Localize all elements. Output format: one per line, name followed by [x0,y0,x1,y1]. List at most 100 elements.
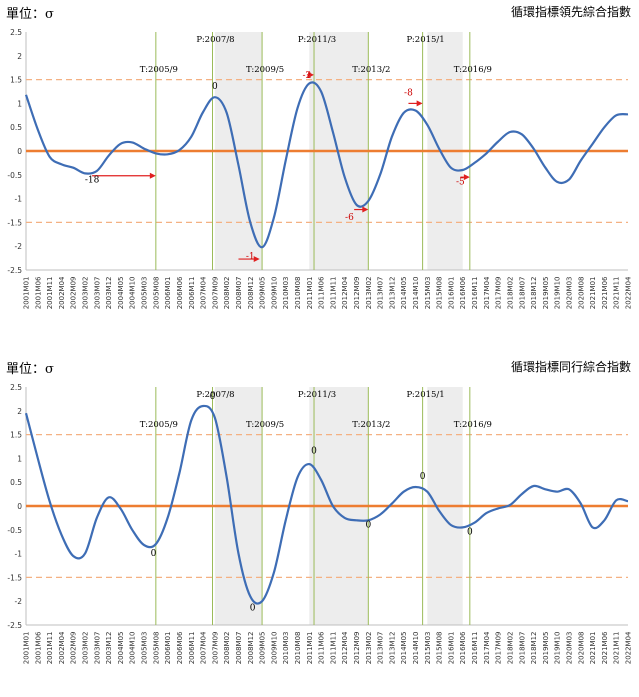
y-tick-label: 2.5 [10,383,22,392]
x-tick-label: 2009M05 [259,632,267,665]
x-tick-label: 2014M05 [400,277,408,310]
x-tick-label: 2021M11 [613,632,621,665]
x-tick-label: 2003M02 [82,632,90,665]
x-tick-label: 2013M12 [388,277,396,310]
turning-point-label: T:2005/9 [140,420,178,430]
x-tick-label: 2007M09 [211,277,219,310]
lead-lag-label: -8 [404,88,413,98]
x-tick-label: 2010M03 [282,277,290,310]
x-tick-label: 2003M07 [93,277,101,310]
y-tick-label: -1.5 [7,573,22,582]
x-tick-label: 2008M02 [223,277,231,310]
turning-point-label: P:2011/3 [298,390,336,400]
x-tick-label: 2001M06 [34,276,42,309]
x-tick-label: 2017M09 [495,632,503,665]
x-tick-label: 2006M01 [164,277,172,310]
turning-point-label: T:2005/9 [140,65,178,75]
x-tick-label: 2006M11 [188,632,196,665]
x-tick-label: 2021M01 [589,277,597,310]
x-tick-label: 2008M02 [223,632,231,665]
x-tick-label: 2003M12 [105,277,113,310]
x-tick-label: 2019M05 [542,632,550,665]
turning-point-label: T:2013/2 [352,420,390,430]
x-tick-label: 2005M08 [152,632,160,665]
x-tick-label: 2011M11 [329,277,337,310]
x-tick-label: 2022M04 [625,631,633,664]
x-tick-label: 2006M06 [176,631,184,664]
x-tick-label: 2019M10 [554,632,562,665]
y-tick-label: 1 [17,99,22,108]
x-tick-label: 2009M10 [270,277,278,310]
x-tick-label: 2005M03 [141,277,149,310]
lead-lag-label: -5 [456,177,465,187]
y-tick-label: -0.5 [7,526,22,535]
x-tick-label: 2016M11 [471,632,479,665]
x-tick-label: 2012M09 [353,277,361,310]
x-tick-label: 2004M05 [117,632,125,665]
y-tick-label: 1.5 [10,76,22,85]
x-tick-label: 2008M07 [235,277,243,310]
turning-point-label: P:2015/1 [407,35,445,45]
x-tick-label: 2015M08 [436,277,444,310]
x-tick-label: 2015M08 [436,632,444,665]
turning-point-label: P:2007/8 [196,390,234,400]
x-tick-label: 2008M12 [247,277,255,310]
x-tick-label: 2009M05 [259,277,267,310]
y-tick-label: -2 [15,597,23,606]
y-tick-label: -1.5 [7,218,22,227]
y-tick-label: -1 [15,195,23,204]
lead-arrow-head [463,174,470,181]
lead-lag-label: 0 [250,604,256,614]
x-tick-label: 2010M03 [282,632,290,665]
unit-label: 單位：σ [6,362,54,377]
x-tick-label: 2004M05 [117,277,125,310]
x-tick-label: 2010M08 [294,277,302,310]
x-tick-label: 2021M11 [613,277,621,310]
lead-lag-label: 0 [210,392,216,402]
x-tick-label: 2018M02 [506,277,514,310]
lead-arrow-head [308,71,315,78]
x-tick-label: 2013M02 [365,277,373,310]
x-tick-label: 2015M03 [424,277,432,310]
y-tick-label: 1.5 [10,431,22,440]
x-tick-label: 2002M09 [70,632,78,665]
x-tick-label: 2005M08 [152,277,160,310]
x-tick-label: 2001M06 [34,631,42,664]
lead-lag-label: 0 [467,528,473,538]
turning-point-label: P:2007/8 [196,35,234,45]
x-tick-label: 2013M12 [388,632,396,665]
turning-point-label: T:2016/9 [454,420,492,430]
x-tick-label: 2014M10 [412,277,420,310]
x-tick-label: 2001M01 [23,277,31,310]
chart-title: 循環指標同行綜合指數 [510,360,631,374]
turning-point-label: T:2016/9 [454,65,492,75]
x-tick-label: 2018M07 [518,632,526,665]
x-tick-label: 2002M09 [70,277,78,310]
y-tick-label: 0.5 [10,478,22,487]
y-tick-label: 0.5 [10,123,22,132]
lead-lag-label: 0 [151,549,157,559]
lead-arrow-head [253,256,260,263]
x-tick-label: 2017M09 [495,277,503,310]
x-tick-label: 2004M10 [129,277,137,310]
x-tick-label: 2020M08 [577,277,585,310]
turning-point-label: T:2009/5 [246,65,284,75]
x-tick-label: 2003M02 [82,277,90,310]
x-tick-label: 2008M12 [247,632,255,665]
y-tick-label: -2.5 [7,266,22,275]
x-tick-label: 2021M06 [601,631,609,664]
x-tick-label: 2019M05 [542,277,550,310]
x-tick-label: 2018M12 [530,632,538,665]
y-tick-label: 2 [17,52,22,61]
x-tick-label: 2011M01 [306,632,314,665]
coincident-index-chart: 單位：σ 循環指標同行綜合指數 2.5 2 1.5 1 0.5 0 -0.5 -1 -1.5 -2… [0,355,639,697]
x-tick-label: 2016M06 [459,631,467,664]
lead-lag-label: -18 [85,175,100,185]
x-tick-label: 2013M07 [377,277,385,310]
y-tick-label: 0 [17,502,22,511]
x-tick-label: 2013M07 [377,632,385,665]
x-tick-label: 2012M09 [353,632,361,665]
index-series-line [24,404,629,605]
x-tick-label: 2018M07 [518,277,526,310]
